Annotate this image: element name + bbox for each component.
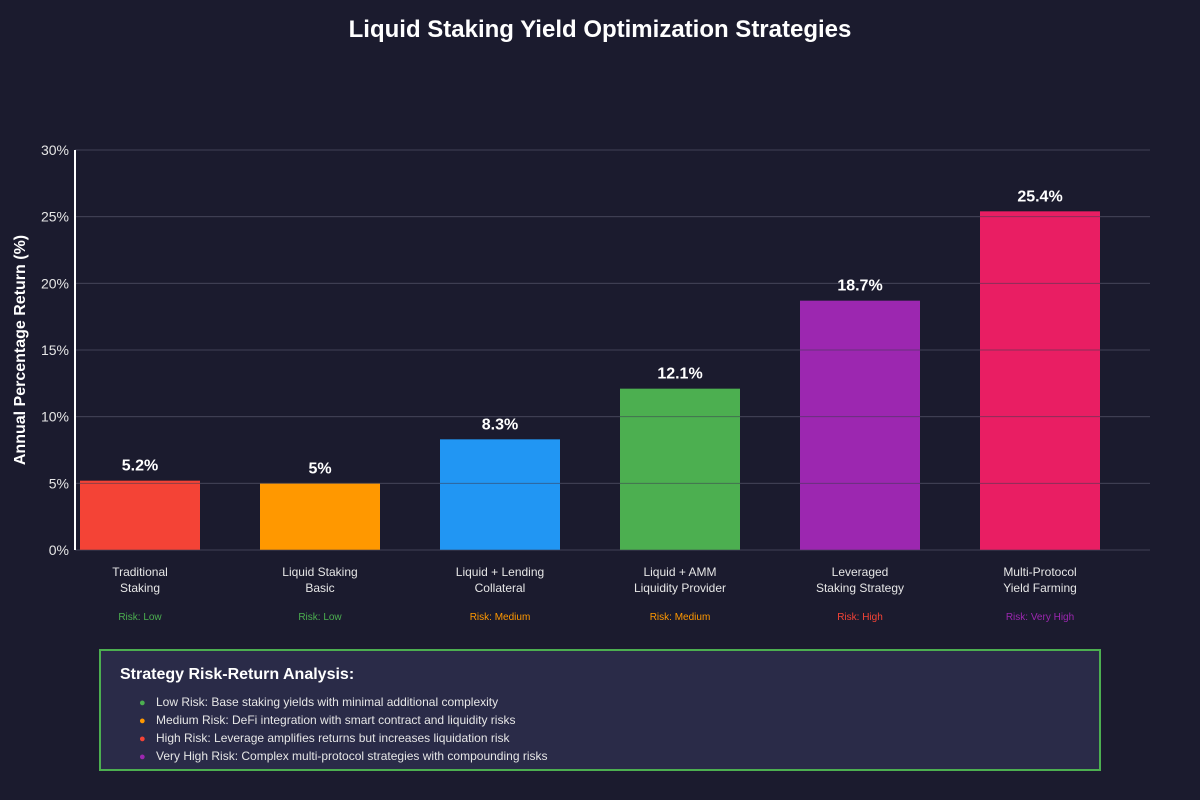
risk-label: Risk: Low xyxy=(298,612,342,623)
x-tick-label: Yield Farming xyxy=(1003,581,1077,595)
x-tick-label: Liquid + AMM xyxy=(643,565,716,579)
bullet-icon: ● xyxy=(139,697,146,709)
analysis-item-medium-risk: ● Medium Risk: DeFi integration with smar… xyxy=(139,711,547,729)
risk-label: Risk: Medium xyxy=(650,612,711,623)
x-tick-label: Leveraged xyxy=(832,565,889,579)
y-tick-label: 15% xyxy=(41,342,69,358)
bar-value-label: 5.2% xyxy=(122,458,158,475)
bar xyxy=(620,388,740,550)
bar-value-label: 12.1% xyxy=(657,366,702,383)
analysis-title: Strategy Risk-Return Analysis: xyxy=(120,666,355,683)
x-tick-label: Staking xyxy=(120,581,160,595)
grid-overlay xyxy=(75,149,1150,551)
risk-label: Risk: Low xyxy=(118,612,162,623)
label-layer: 5.2% Traditional Staking Risk: Low 5% Liquid … xyxy=(112,188,1077,623)
x-tick-label: Basic xyxy=(305,581,334,595)
x-tick-label: Liquid Staking xyxy=(282,565,357,579)
chart-title: Liquid Staking Yield Optimization Strate… xyxy=(348,16,852,43)
analysis-item-very-high-risk: ● Very High Risk: Complex multi-protocol … xyxy=(139,747,547,765)
analysis-item-text: Very High Risk: Complex multi-protocol s… xyxy=(156,749,548,763)
bar xyxy=(260,483,380,550)
bar xyxy=(800,300,920,550)
x-tick-label: Liquid + Lending xyxy=(456,565,544,579)
x-tick-label: Multi-Protocol xyxy=(1003,565,1076,579)
y-tick-label: 5% xyxy=(49,475,69,491)
y-tick-label: 20% xyxy=(41,275,69,291)
bar-value-label: 25.4% xyxy=(1017,188,1062,205)
x-tick-label: Liquidity Provider xyxy=(634,581,726,595)
bullet-icon: ● xyxy=(139,751,146,763)
y-tick-label: 25% xyxy=(41,209,69,225)
bar xyxy=(80,480,200,550)
y-tick-label: 30% xyxy=(41,142,69,158)
analysis-item-text: Low Risk: Base staking yields with minim… xyxy=(156,695,499,709)
analysis-list: ● Low Risk: Base staking yields with mini… xyxy=(139,693,547,765)
y-tick-label: 10% xyxy=(41,409,69,425)
bar-layer xyxy=(80,211,1100,551)
analysis-item-text: Medium Risk: DeFi integration with smart… xyxy=(156,713,516,727)
analysis-item-low-risk: ● Low Risk: Base staking yields with mini… xyxy=(139,693,547,711)
bar xyxy=(980,211,1100,551)
analysis-item-text: High Risk: Leverage amplifies returns bu… xyxy=(156,731,510,745)
bar-value-label: 8.3% xyxy=(482,416,518,433)
bar-chart: 0% 5% 10% 15% 20% 25% 30% Annual Percentage Ret… xyxy=(12,142,1150,623)
risk-label: Risk: Medium xyxy=(470,612,531,623)
bullet-icon: ● xyxy=(139,715,146,727)
x-tick-label: Collateral xyxy=(475,581,526,595)
x-tick-label: Traditional xyxy=(112,565,168,579)
risk-label: Risk: High xyxy=(837,612,883,623)
y-axis-label: Annual Percentage Return (%) xyxy=(12,235,29,465)
bar-value-label: 18.7% xyxy=(837,278,882,295)
y-tick-label: 0% xyxy=(49,542,69,558)
bar xyxy=(440,439,560,550)
bar-value-label: 5% xyxy=(308,460,331,477)
x-tick-label: Staking Strategy xyxy=(816,581,904,595)
axis-layer: 0% 5% 10% 15% 20% 25% 30% Annual Percentage Ret… xyxy=(12,142,76,558)
risk-return-analysis-panel: Strategy Risk-Return Analysis: ● Low Risk… xyxy=(99,649,1101,771)
bullet-icon: ● xyxy=(139,733,146,745)
risk-label: Risk: Very High xyxy=(1006,612,1074,623)
analysis-item-high-risk: ● High Risk: Leverage amplifies returns b… xyxy=(139,729,547,747)
